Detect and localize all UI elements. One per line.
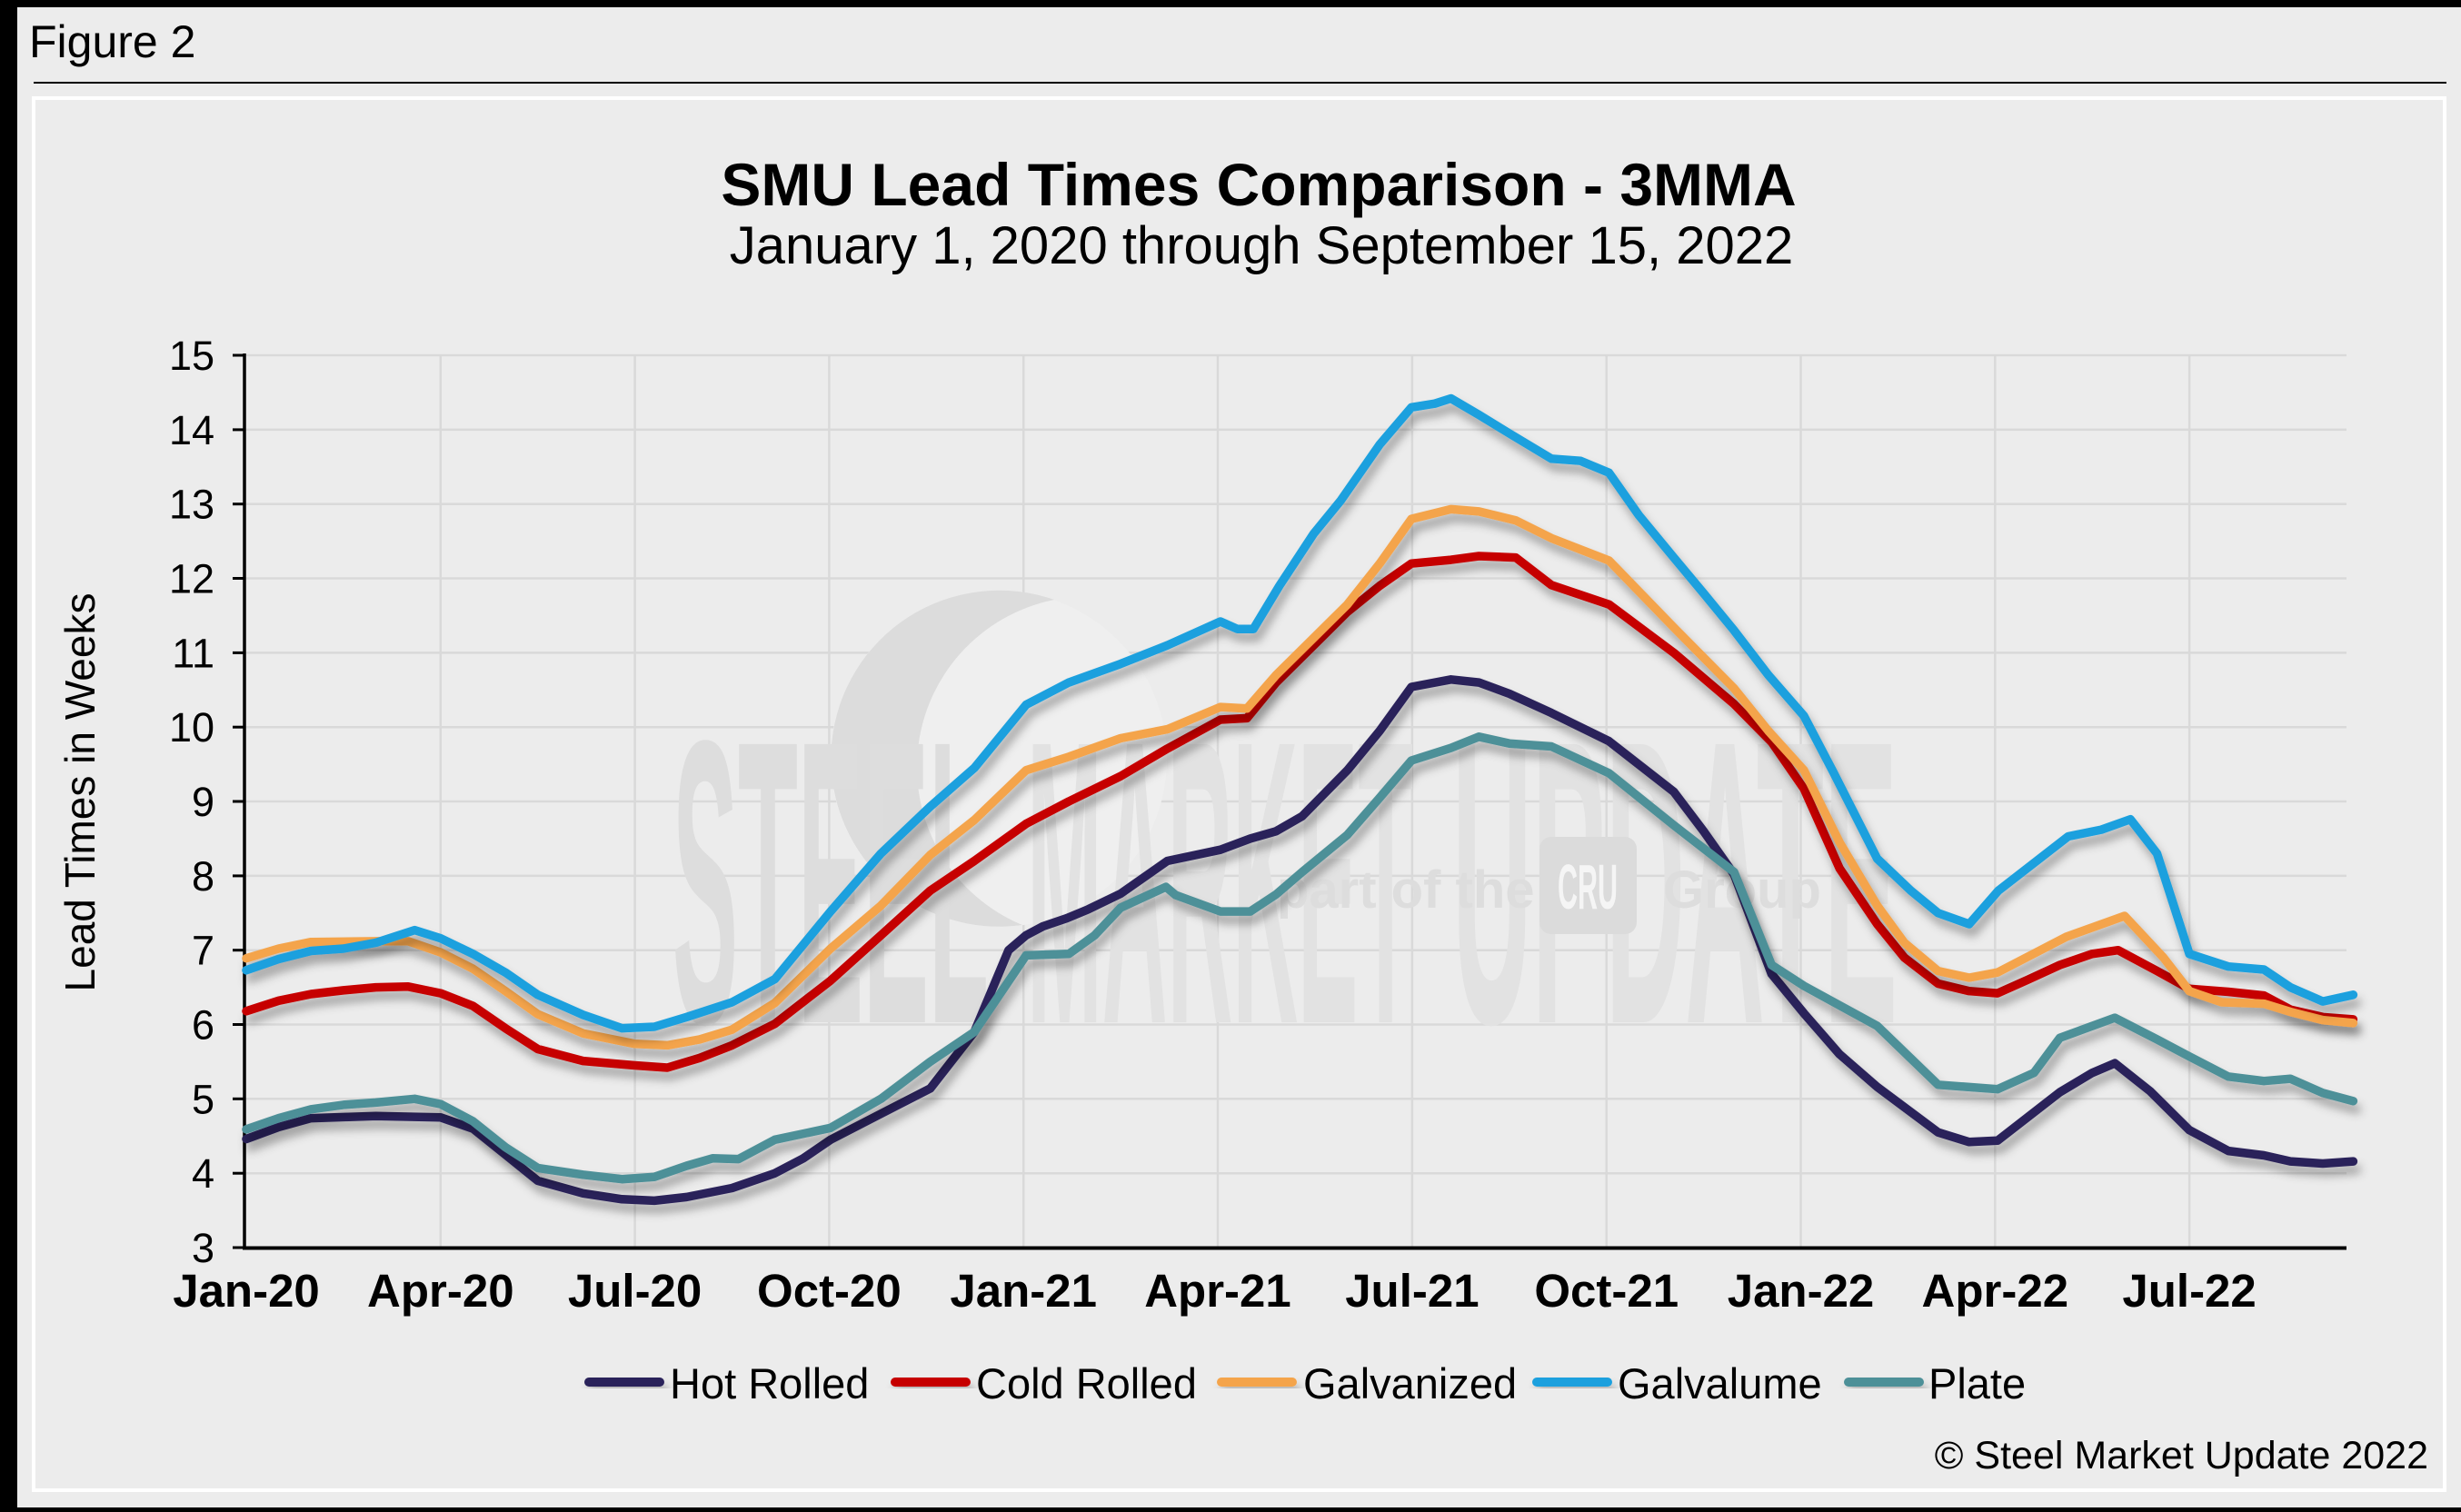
svg-text:11: 11 (172, 630, 214, 676)
svg-text:January 1, 2020 through Septem: January 1, 2020 through September 15, 20… (730, 216, 1794, 275)
svg-text:Jul-21: Jul-21 (1345, 1265, 1479, 1317)
svg-text:Plate: Plate (1928, 1359, 2026, 1408)
svg-text:13: 13 (169, 482, 214, 528)
svg-text:3: 3 (192, 1225, 214, 1271)
svg-text:Apr-22: Apr-22 (1922, 1265, 2069, 1317)
svg-text:Jan-21: Jan-21 (950, 1265, 1097, 1317)
svg-text:Galvalume: Galvalume (1618, 1359, 1822, 1408)
svg-text:Apr-21: Apr-21 (1144, 1265, 1291, 1317)
svg-text:5: 5 (192, 1076, 214, 1122)
svg-text:Hot Rolled: Hot Rolled (670, 1359, 869, 1408)
svg-text:15: 15 (169, 333, 214, 379)
svg-text:Lead Times in Weeks: Lead Times in Weeks (56, 593, 104, 992)
svg-text:Jul-22: Jul-22 (2122, 1265, 2256, 1317)
svg-text:Cold Rolled: Cold Rolled (976, 1359, 1197, 1408)
svg-text:Jan-22: Jan-22 (1728, 1265, 1875, 1317)
svg-text:Jul-20: Jul-20 (568, 1265, 702, 1317)
svg-text:CRU: CRU (1558, 851, 1618, 922)
svg-text:14: 14 (169, 407, 214, 453)
svg-text:7: 7 (192, 928, 214, 974)
svg-text:6: 6 (192, 1002, 214, 1049)
svg-text:MARKET: MARKET (1027, 657, 1413, 1109)
svg-text:© Steel Market Update 2022: © Steel Market Update 2022 (1935, 1434, 2428, 1477)
svg-text:10: 10 (169, 704, 214, 751)
svg-text:9: 9 (192, 779, 214, 825)
svg-text:Oct-20: Oct-20 (757, 1265, 902, 1317)
svg-text:4: 4 (192, 1150, 214, 1197)
svg-text:SMU Lead Times Comparison - 3M: SMU Lead Times Comparison - 3MMA (721, 151, 1796, 218)
svg-text:Jan-20: Jan-20 (173, 1265, 320, 1317)
svg-text:Galvanized: Galvanized (1303, 1359, 1517, 1408)
svg-text:part of the: part of the (1277, 860, 1535, 920)
svg-text:12: 12 (169, 556, 214, 602)
svg-text:Apr-20: Apr-20 (367, 1265, 514, 1317)
svg-text:8: 8 (192, 853, 214, 900)
svg-text:Oct-21: Oct-21 (1534, 1265, 1679, 1317)
